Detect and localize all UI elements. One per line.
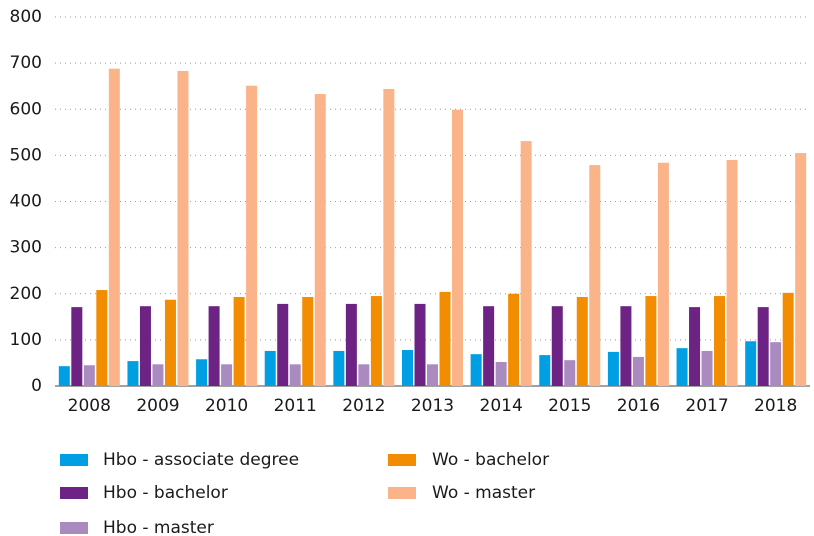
bar [657,162,669,386]
bar [208,306,220,386]
bar [177,70,189,386]
bar [645,296,657,386]
bar [164,299,176,386]
bar [83,365,95,386]
bar [277,303,289,386]
bar [314,94,326,386]
x-tick-label: 2018 [754,396,797,416]
legend-label: Wo - master [432,483,535,503]
bar [439,291,451,386]
bar [782,292,794,386]
bar [427,364,438,386]
bar [676,348,688,386]
bar [402,350,413,386]
y-tick-label: 600 [10,99,42,119]
bar [233,296,245,386]
bar [221,364,233,386]
bar [58,366,70,386]
bar [483,306,495,386]
bar [632,356,644,386]
bar [539,355,551,386]
y-tick-label: 100 [10,330,42,350]
bar [564,360,576,386]
x-tick-label: 2009 [136,396,179,416]
y-tick-label: 800 [10,7,42,27]
y-tick-label: 0 [31,376,42,396]
x-tick-label: 2012 [342,396,385,416]
legend-label: Hbo - master [103,518,214,536]
x-tick-label: 2008 [68,396,111,416]
legend-swatch [60,487,88,499]
bar [551,306,563,386]
x-tick-label: 2013 [411,396,454,416]
bar [196,359,208,386]
y-tick-label: 700 [10,53,42,73]
bar [620,306,632,386]
bar [139,306,151,386]
x-tick-label: 2015 [548,396,591,416]
bar [689,307,701,386]
bar [152,364,164,386]
bar [770,342,782,386]
bar [333,350,345,386]
y-tick-label: 400 [10,192,42,212]
bar [383,88,395,386]
bar [607,351,619,386]
x-tick-label: 2014 [480,396,523,416]
bar [246,85,258,386]
bar [264,350,276,386]
bar [508,293,520,386]
bar [127,361,139,386]
legend-label: Wo - bachelor [432,450,549,470]
bar [701,350,713,386]
legend-label: Hbo - associate degree [103,450,299,470]
x-tick-label: 2011 [274,396,317,416]
x-tick-label: 2010 [205,396,248,416]
bar [71,307,83,386]
bar [370,296,382,386]
legend-swatch [388,487,416,499]
legend-swatch [60,454,88,466]
bar [757,307,769,386]
y-tick-label: 500 [10,145,42,165]
bar [302,296,314,386]
legend-label: Hbo - bachelor [103,483,228,503]
bar [452,109,463,387]
x-tick-label: 2017 [685,396,728,416]
bar [714,296,726,386]
y-tick-label: 200 [10,284,42,304]
bar [289,364,301,386]
bar [414,303,426,386]
bar [96,290,108,386]
bar [726,159,738,386]
bar [576,296,588,386]
bar [589,165,601,386]
bar [358,364,370,386]
bar [745,341,757,386]
bar [795,153,807,386]
bar [470,354,482,386]
bar [495,362,507,386]
bar [345,303,357,386]
bar [520,141,532,386]
bar [108,68,120,386]
legend-swatch [388,454,416,466]
y-tick-label: 300 [10,238,42,258]
legend-swatch [60,522,88,534]
x-tick-label: 2016 [617,396,660,416]
